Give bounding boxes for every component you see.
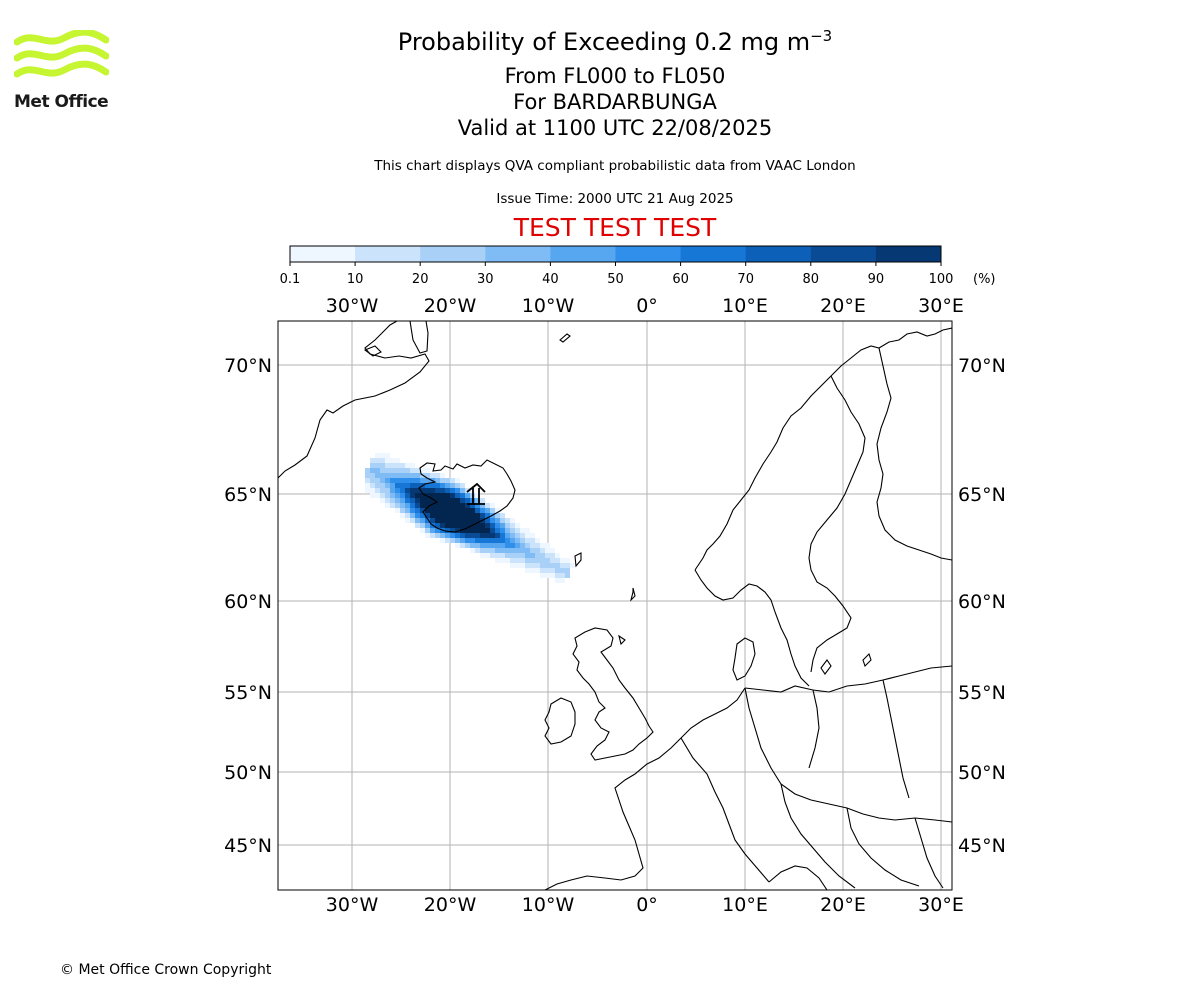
volcano-marker	[466, 482, 486, 505]
colorbar-cell	[615, 246, 682, 262]
latitude-label: 70°N	[958, 355, 1006, 377]
longitude-label: 0°	[636, 295, 658, 317]
latitude-label: 70°N	[224, 355, 272, 377]
issue-time: Issue Time: 2000 UTC 21 Aug 2025	[496, 191, 734, 207]
met-office-logo	[14, 30, 109, 78]
longitude-label: 20°E	[820, 295, 866, 317]
map: 30°W 20°W 10°W 0° 10°E 20°E 30°E 30°W 20°W 10°W 0…	[224, 295, 1006, 916]
colorbar-cell	[290, 246, 356, 262]
colorbar-tick-label: 40	[542, 272, 559, 287]
copyright-notice: © Met Office Crown Copyright	[60, 962, 272, 978]
colorbar-tick-label: 10	[347, 272, 364, 287]
colorbar-tick-label: 80	[803, 272, 820, 287]
valid-time: Valid at 1100 UTC 22/08/2025	[457, 116, 773, 140]
latitude-label: 65°N	[958, 484, 1006, 506]
colorbar-tick-label: 100	[929, 272, 954, 287]
colorbar-cell	[420, 246, 486, 262]
chart-title: Probability of Exceeding 0.2 mg m−3	[397, 27, 833, 56]
colorbar-tick-label: 60	[672, 272, 689, 287]
ash-probability-plume	[365, 453, 575, 583]
longitude-label: 10°W	[522, 894, 575, 916]
title-exponent: −3	[810, 27, 833, 45]
met-office-logo-text: Met Office	[14, 92, 109, 112]
coastlines	[278, 321, 952, 890]
colorbar-cell	[745, 246, 812, 262]
longitude-label: 30°E	[918, 894, 964, 916]
latitude-label: 60°N	[224, 591, 272, 613]
test-banner: TEST TEST TEST	[513, 213, 717, 242]
latitude-label: 55°N	[224, 682, 272, 704]
volcano-name: For BARDARBUNGA	[513, 90, 717, 114]
longitude-label: 10°E	[722, 295, 768, 317]
colorbar-cell	[485, 246, 551, 262]
colorbar-tick-label: 0.1	[280, 272, 300, 287]
colorbar-cell	[810, 246, 877, 262]
longitude-label: 30°E	[918, 295, 964, 317]
colorbar-tick-label: 30	[477, 272, 494, 287]
longitude-label: 10°W	[522, 295, 575, 317]
longitude-label: 20°W	[424, 894, 477, 916]
longitude-label: 20°E	[820, 894, 866, 916]
colorbar-tick-label: 20	[412, 272, 429, 287]
colorbar-tick-label: 50	[607, 272, 624, 287]
latitude-label: 45°N	[224, 835, 272, 857]
colorbar-cell	[680, 246, 747, 262]
flight-level-range: From FL000 to FL050	[504, 64, 726, 88]
longitude-label: 20°W	[424, 295, 477, 317]
latitude-label: 50°N	[224, 762, 272, 784]
colorbar-cell	[550, 246, 616, 262]
longitude-label: 30°W	[326, 295, 379, 317]
longitude-label: 0°	[636, 894, 658, 916]
longitude-label: 10°E	[722, 894, 768, 916]
colorbar-cell	[875, 246, 942, 262]
colorbar: 0.1 10 20 30 40 50 60 70 80 90 100 (%)	[280, 245, 996, 287]
latitude-label: 60°N	[958, 591, 1006, 613]
latitude-label: 55°N	[958, 682, 1006, 704]
latitude-label: 65°N	[224, 484, 272, 506]
colorbar-tick-label: 90	[868, 272, 885, 287]
colorbar-unit: (%)	[973, 272, 996, 287]
colorbar-cell	[355, 246, 421, 262]
colorbar-tick-label: 70	[737, 272, 754, 287]
latitude-label: 45°N	[958, 835, 1006, 857]
longitude-label: 30°W	[326, 894, 379, 916]
data-source-note: This chart displays QVA compliant probab…	[374, 158, 856, 174]
latitude-label: 50°N	[958, 762, 1006, 784]
